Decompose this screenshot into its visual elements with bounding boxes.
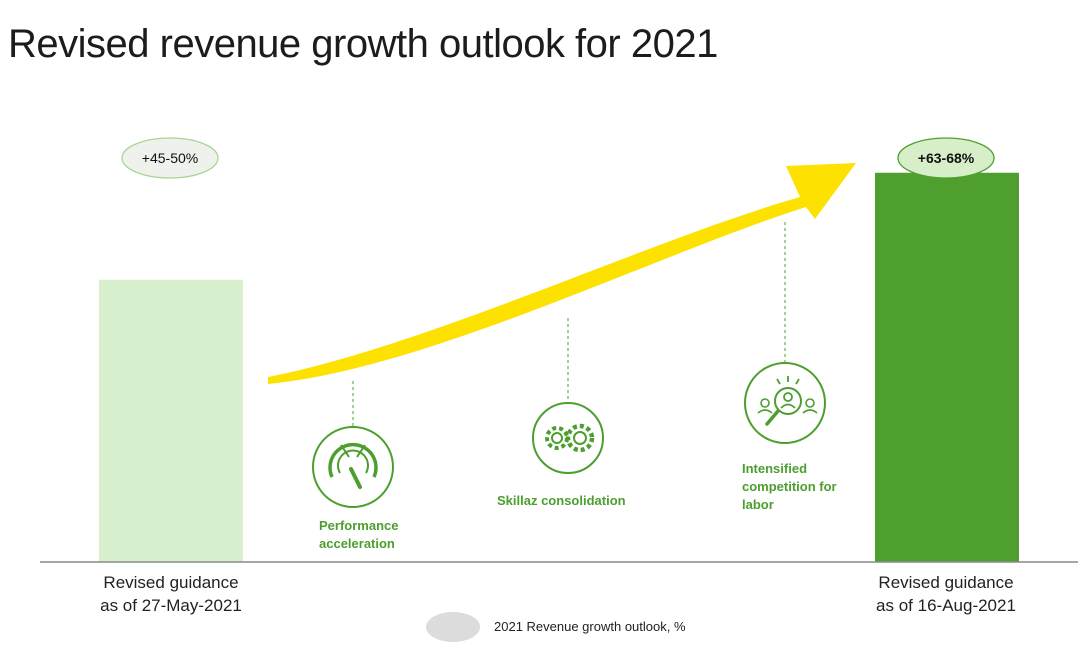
legend-swatch bbox=[426, 612, 480, 642]
bar-2 bbox=[875, 172, 1019, 562]
bar-1 bbox=[99, 279, 243, 562]
driver-label-skillaz: Skillaz consolidation bbox=[497, 493, 626, 508]
data-label-bubble-2 bbox=[897, 137, 995, 179]
chart-title: Revised revenue growth outlook for 2021 bbox=[8, 22, 718, 66]
data-label-1: +45-50% bbox=[142, 150, 198, 166]
category-label-2: Revised guidance as of 16-Aug-2021 bbox=[876, 573, 1016, 615]
driver-label-competition: Intensified competition for labor bbox=[742, 461, 837, 512]
legend-label: 2021 Revenue growth outlook, % bbox=[494, 619, 686, 634]
gears-icon bbox=[532, 402, 604, 474]
growth-arrow bbox=[268, 163, 856, 384]
driver-label-performance: Performance acceleration bbox=[319, 518, 399, 551]
speedometer-icon bbox=[312, 426, 394, 508]
talent-search-icon bbox=[744, 362, 826, 444]
data-label-2: +63-68% bbox=[918, 150, 975, 166]
category-label-1: Revised guidance as of 27-May-2021 bbox=[100, 573, 242, 615]
data-label-bubble-1 bbox=[121, 137, 219, 179]
